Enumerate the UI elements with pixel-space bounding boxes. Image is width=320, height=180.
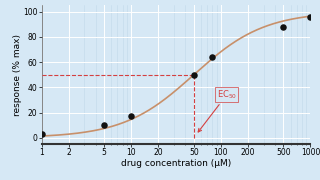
- Point: [39, 132, 44, 135]
- Point: [308, 15, 313, 18]
- X-axis label: drug concentration (μM): drug concentration (μM): [121, 159, 231, 168]
- Point: [281, 25, 286, 28]
- Point: [102, 124, 107, 127]
- Text: EC$_{50}$: EC$_{50}$: [198, 88, 237, 132]
- Point: [191, 73, 196, 76]
- Y-axis label: response (% max): response (% max): [12, 34, 21, 116]
- Point: [210, 56, 215, 58]
- Point: [129, 115, 134, 118]
